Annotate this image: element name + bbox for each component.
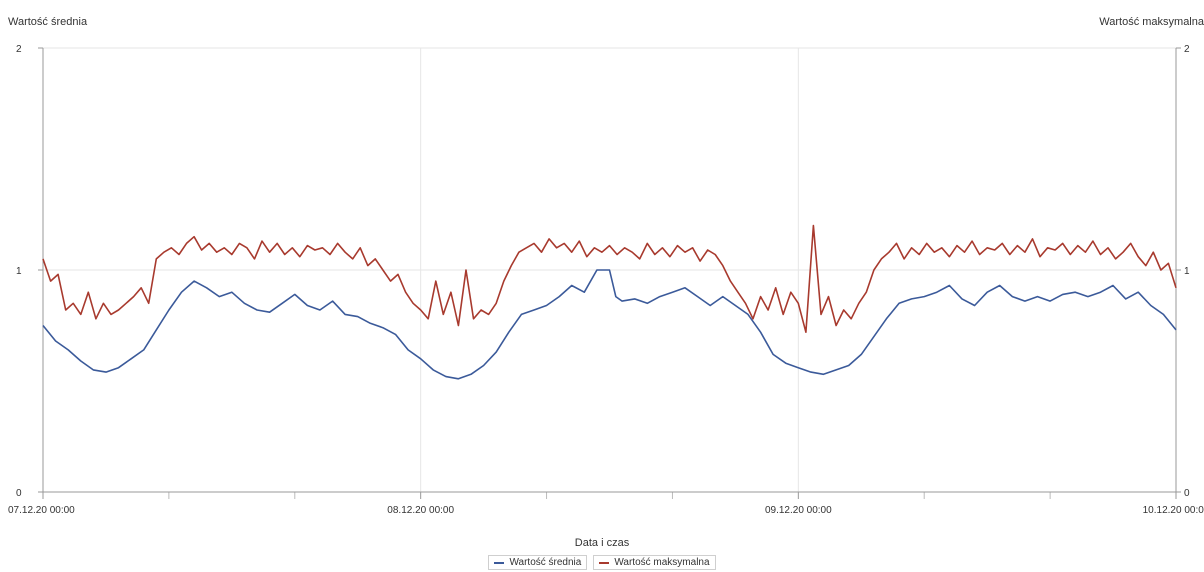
x-tick-label: 08.12.20 00:00 bbox=[387, 505, 454, 516]
legend-swatch-max bbox=[599, 561, 610, 564]
x-tick-label: 09.12.20 00:00 bbox=[765, 505, 832, 516]
series-lines bbox=[42, 224, 1177, 380]
y-tick-label-right: 1 bbox=[1184, 266, 1190, 277]
legend: Wartość średnia Wartość maksymalna bbox=[0, 555, 1204, 570]
x-tick-label: 07.12.20 00:00 bbox=[8, 505, 75, 516]
legend-item-mean[interactable]: Wartość średnia bbox=[488, 555, 588, 570]
y-tick-label-left: 0 bbox=[16, 488, 22, 499]
legend-label-max: Wartość maksymalna bbox=[614, 557, 710, 568]
line-chart: 0 1 2 0 1 2 07.12.20 00:00 08.12.20 00:00 09.12.… bbox=[8, 44, 1204, 516]
legend-label-mean: Wartość średnia bbox=[509, 557, 582, 568]
y-tick-label-left: 1 bbox=[16, 266, 22, 277]
tick-labels: 0 1 2 0 1 2 07.12.20 00:00 08.12.20 00:00 09.12.… bbox=[8, 44, 1204, 516]
y-tick-label-left: 2 bbox=[16, 44, 22, 55]
y-axis-right-title: Wartość maksymalna bbox=[1099, 16, 1204, 28]
legend-item-max[interactable]: Wartość maksymalna bbox=[593, 555, 716, 570]
axes bbox=[38, 47, 1181, 499]
y-axis-left-title: Wartość średnia bbox=[8, 16, 88, 28]
legend-swatch-mean bbox=[494, 561, 505, 564]
x-tick-label: 10.12.20 00:00 bbox=[1143, 505, 1204, 516]
series-line-max bbox=[42, 224, 1177, 334]
series-line-mean bbox=[42, 269, 1177, 380]
y-tick-label-right: 2 bbox=[1184, 44, 1190, 55]
y-tick-label-right: 0 bbox=[1184, 488, 1190, 499]
x-axis-title: Data i czas bbox=[574, 537, 630, 549]
